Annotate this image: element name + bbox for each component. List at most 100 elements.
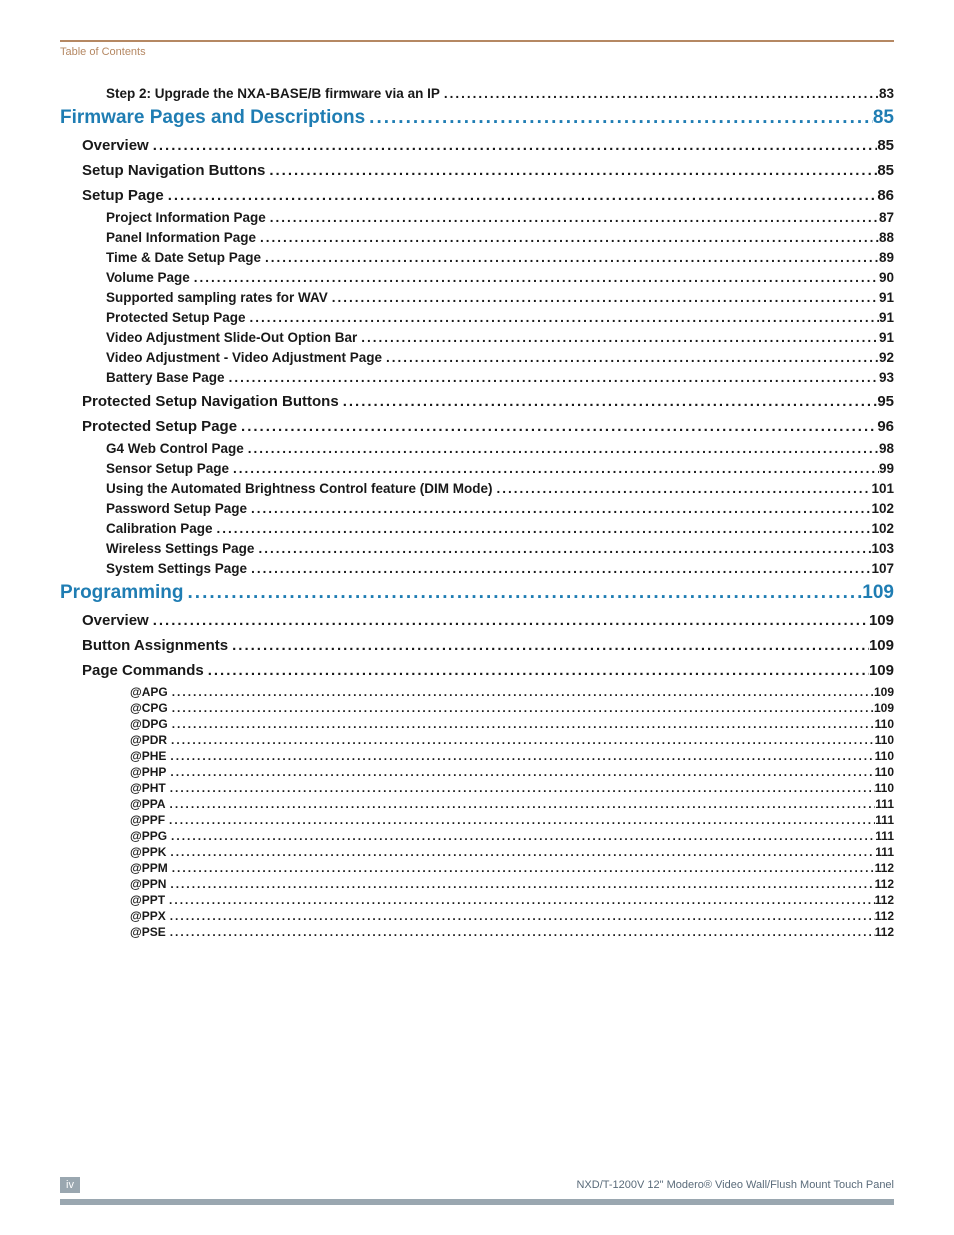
toc-entry[interactable]: @PHT 110 xyxy=(130,781,894,795)
toc-leader-dots xyxy=(166,845,875,859)
toc-entry[interactable]: @PSE 112 xyxy=(130,925,894,939)
toc-label: @PPK xyxy=(130,845,166,859)
toc-page-number: 90 xyxy=(879,270,894,285)
toc-label: Page Commands xyxy=(82,662,204,679)
toc-page-number: 109 xyxy=(874,685,894,699)
toc-leader-dots xyxy=(382,350,879,365)
toc-entry[interactable]: Video Adjustment - Video Adjustment Page… xyxy=(106,350,894,365)
toc-page-number: 92 xyxy=(879,350,894,365)
toc-entry[interactable]: Page Commands 109 xyxy=(82,662,894,679)
toc-leader-dots xyxy=(237,418,877,435)
toc-entry[interactable]: @PPX 112 xyxy=(130,909,894,923)
toc-leader-dots xyxy=(168,685,874,699)
toc-leader-dots xyxy=(166,925,875,939)
toc-leader-dots xyxy=(246,310,879,325)
toc-entry[interactable]: @PPN 112 xyxy=(130,877,894,891)
toc-entry[interactable]: @PPK 111 xyxy=(130,845,894,859)
toc-label: Project Information Page xyxy=(106,210,266,225)
toc-page-number: 111 xyxy=(875,829,894,843)
toc-page-number: 109 xyxy=(862,582,894,604)
toc-entry[interactable]: @CPG 109 xyxy=(130,701,894,715)
toc-entry[interactable]: Supported sampling rates for WAV 91 xyxy=(106,290,894,305)
toc-leader-dots xyxy=(228,637,869,654)
header-rule xyxy=(60,40,894,42)
toc-entry[interactable]: Calibration Page 102 xyxy=(106,521,894,536)
toc-entry[interactable]: Using the Automated Brightness Control f… xyxy=(106,481,894,496)
toc-page-number: 102 xyxy=(871,521,894,536)
toc-entry[interactable]: Wireless Settings Page 103 xyxy=(106,541,894,556)
toc-leader-dots xyxy=(168,861,875,875)
toc-leader-dots xyxy=(165,813,875,827)
toc-entry[interactable]: Panel Information Page 88 xyxy=(106,230,894,245)
toc-leader-dots xyxy=(493,481,872,496)
toc-page-number: 110 xyxy=(875,781,894,795)
toc-entry[interactable]: @PPM 112 xyxy=(130,861,894,875)
toc-entry[interactable]: Sensor Setup Page 99 xyxy=(106,461,894,476)
page-footer: iv NXD/T-1200V 12" Modero® Video Wall/Fl… xyxy=(60,1177,894,1205)
toc-label: Sensor Setup Page xyxy=(106,461,229,476)
toc-label: @PHP xyxy=(130,765,166,779)
toc-entry[interactable]: Overview 109 xyxy=(82,612,894,629)
toc-entry[interactable]: Firmware Pages and Descriptions 85 xyxy=(60,107,894,129)
toc-label: Setup Page xyxy=(82,187,164,204)
toc-label: Battery Base Page xyxy=(106,370,225,385)
toc-label: @PHT xyxy=(130,781,166,795)
toc-entry[interactable]: @PDR 110 xyxy=(130,733,894,747)
toc-label: @PPG xyxy=(130,829,167,843)
toc-page-number: 91 xyxy=(879,310,894,325)
toc-entry[interactable]: Setup Page 86 xyxy=(82,187,894,204)
toc-entry[interactable]: Overview 85 xyxy=(82,137,894,154)
toc-entry[interactable]: Time & Date Setup Page 89 xyxy=(106,250,894,265)
toc-label: Volume Page xyxy=(106,270,190,285)
toc-entry[interactable]: Password Setup Page 102 xyxy=(106,501,894,516)
toc-label: Button Assignments xyxy=(82,637,228,654)
toc-page-number: 85 xyxy=(877,162,894,179)
toc-entry[interactable]: Battery Base Page 93 xyxy=(106,370,894,385)
toc-leader-dots xyxy=(265,162,877,179)
toc-leader-dots xyxy=(167,829,875,843)
toc-leader-dots xyxy=(166,877,874,891)
toc-label: G4 Web Control Page xyxy=(106,441,244,456)
toc-page-number: 93 xyxy=(879,370,894,385)
toc-label: @APG xyxy=(130,685,168,699)
toc-entry[interactable]: @PHP 110 xyxy=(130,765,894,779)
toc-entry[interactable]: @PPG 111 xyxy=(130,829,894,843)
toc-label: Video Adjustment - Video Adjustment Page xyxy=(106,350,382,365)
toc-entry[interactable]: System Settings Page 107 xyxy=(106,561,894,576)
toc-page-number: 111 xyxy=(875,813,894,827)
toc-label: Protected Setup Page xyxy=(106,310,246,325)
toc-page-number: 107 xyxy=(871,561,894,576)
toc-leader-dots xyxy=(365,107,873,129)
table-of-contents: Step 2: Upgrade the NXA-BASE/B firmware … xyxy=(60,86,894,939)
toc-leader-dots xyxy=(213,521,872,536)
toc-page-number: 103 xyxy=(871,541,894,556)
toc-entry[interactable]: Step 2: Upgrade the NXA-BASE/B firmware … xyxy=(106,86,894,101)
toc-entry[interactable]: G4 Web Control Page 98 xyxy=(106,441,894,456)
toc-label: @PPF xyxy=(130,813,165,827)
toc-label: Protected Setup Page xyxy=(82,418,237,435)
toc-entry[interactable]: Protected Setup Page 91 xyxy=(106,310,894,325)
toc-entry[interactable]: @PPA 111 xyxy=(130,797,894,811)
toc-label: @PPN xyxy=(130,877,166,891)
toc-entry[interactable]: Video Adjustment Slide-Out Option Bar 91 xyxy=(106,330,894,345)
toc-page-number: 91 xyxy=(879,290,894,305)
toc-label: @PDR xyxy=(130,733,167,747)
toc-entry[interactable]: Protected Setup Page 96 xyxy=(82,418,894,435)
toc-page-number: 83 xyxy=(879,86,894,101)
toc-leader-dots xyxy=(244,441,879,456)
toc-entry[interactable]: @PPT 112 xyxy=(130,893,894,907)
toc-entry[interactable]: Button Assignments 109 xyxy=(82,637,894,654)
toc-entry[interactable]: Programming 109 xyxy=(60,582,894,604)
toc-entry[interactable]: @PPF 111 xyxy=(130,813,894,827)
toc-entry[interactable]: Protected Setup Navigation Buttons 95 xyxy=(82,393,894,410)
toc-page-number: 110 xyxy=(875,765,894,779)
toc-entry[interactable]: @PHE 110 xyxy=(130,749,894,763)
toc-entry[interactable]: Setup Navigation Buttons 85 xyxy=(82,162,894,179)
toc-entry[interactable]: @DPG 110 xyxy=(130,717,894,731)
toc-leader-dots xyxy=(166,781,875,795)
toc-leader-dots xyxy=(261,250,879,265)
toc-page-number: 102 xyxy=(871,501,894,516)
toc-entry[interactable]: Project Information Page 87 xyxy=(106,210,894,225)
toc-entry[interactable]: Volume Page 90 xyxy=(106,270,894,285)
toc-entry[interactable]: @APG 109 xyxy=(130,685,894,699)
